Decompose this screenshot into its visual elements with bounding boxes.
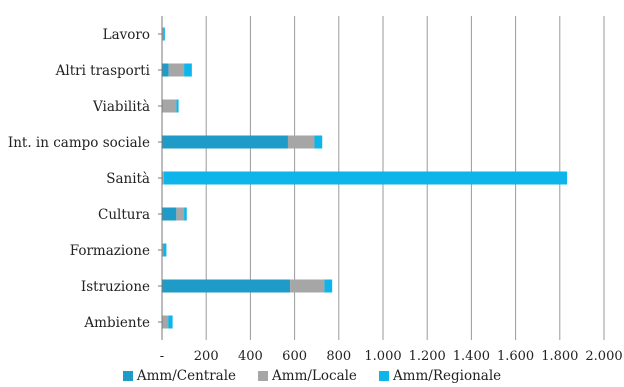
category-labels: Lavoro Altri trasporti Viabilità Int. in ca… xyxy=(8,27,151,331)
legend-label-amm-regionale: Amm/Regionale xyxy=(392,368,502,384)
x-tick-label: - xyxy=(160,349,164,364)
category-label: Viabilità xyxy=(92,99,150,115)
category-label: Altri trasporti xyxy=(55,63,151,79)
legend-label-amm-locale: Amm/Locale xyxy=(272,368,357,384)
category-label: Istruzione xyxy=(81,279,150,295)
axes xyxy=(158,16,163,340)
bar-segment xyxy=(287,135,315,149)
x-tick-label: 1.200 xyxy=(409,349,446,364)
x-tick-label: 1.400 xyxy=(453,349,490,364)
category-label: Sanità xyxy=(106,171,150,187)
x-tick-label: 1.600 xyxy=(497,349,534,364)
bar-segment xyxy=(162,243,164,257)
bar-segment xyxy=(162,99,177,113)
bar-segment xyxy=(162,27,164,41)
bar-segment xyxy=(176,207,185,221)
bar-segment xyxy=(163,243,167,257)
bar-segment xyxy=(162,279,291,293)
x-tick-label: 1.000 xyxy=(364,349,401,364)
bar-segment xyxy=(162,315,169,329)
bars xyxy=(162,27,568,329)
category-label: Lavoro xyxy=(103,27,150,43)
bar-segment xyxy=(184,207,187,221)
x-tick-label: 200 xyxy=(194,349,219,364)
legend-item-amm-regionale: Amm/Regionale xyxy=(378,368,502,384)
bar-segment xyxy=(176,99,179,113)
x-tick-labels: - 200 400 600 800 1.000 1.200 1.400 1.600 1.800 2.… xyxy=(160,349,623,364)
legend-swatch-amm-locale xyxy=(258,371,269,381)
bar-segment xyxy=(163,27,165,41)
bar-segment xyxy=(168,315,173,329)
bar-segment xyxy=(162,63,169,77)
bar-segment xyxy=(162,207,177,221)
bar-segment xyxy=(324,279,333,293)
category-label: Ambiente xyxy=(83,315,150,331)
bar-segment xyxy=(184,63,192,77)
category-label: Int. in campo sociale xyxy=(8,135,150,151)
x-tick-label: 800 xyxy=(326,349,351,364)
legend-label-amm-centrale: Amm/Centrale xyxy=(136,368,237,384)
x-tick-label: 400 xyxy=(238,349,263,364)
legend-item-amm-centrale: Amm/Centrale xyxy=(122,368,237,384)
bar-segment xyxy=(314,135,323,149)
x-tick-label: 1.800 xyxy=(541,349,578,364)
bar-segment xyxy=(290,279,325,293)
legend: Amm/Centrale Amm/Locale Amm/Regionale xyxy=(0,366,624,386)
bar-segment xyxy=(163,171,568,185)
bar-segment xyxy=(162,171,164,185)
legend-swatch-amm-regionale xyxy=(378,371,389,381)
bar-segment xyxy=(168,63,185,77)
x-tick-label: 600 xyxy=(282,349,307,364)
category-label: Formazione xyxy=(70,243,150,259)
legend-item-amm-locale: Amm/Locale xyxy=(258,368,357,384)
bar-segment xyxy=(162,135,288,149)
legend-swatch-amm-centrale xyxy=(122,371,133,381)
category-label: Cultura xyxy=(98,207,150,223)
x-tick-label: 2.000 xyxy=(585,349,622,364)
